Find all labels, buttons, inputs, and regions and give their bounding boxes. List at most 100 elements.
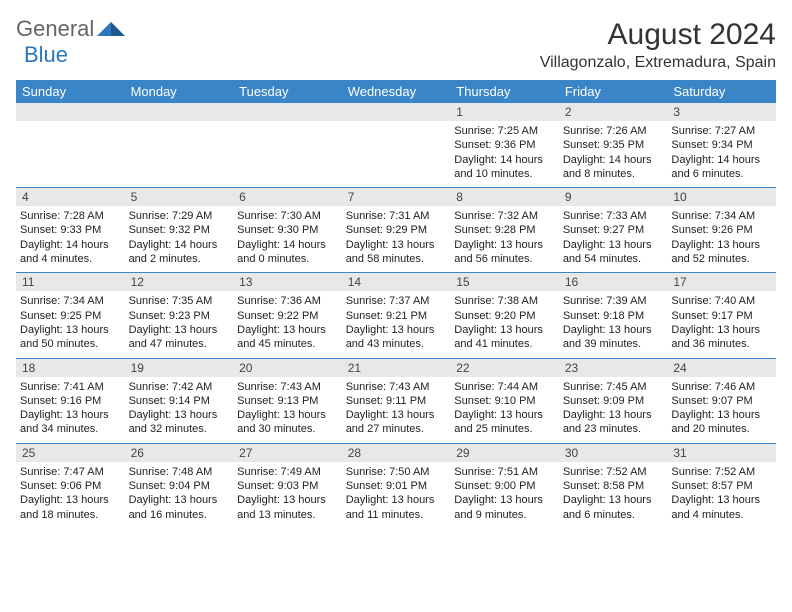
day-number: 16 <box>559 273 668 291</box>
page-title: August 2024 <box>540 18 776 52</box>
sunrise-text: Sunrise: 7:45 AM <box>563 380 664 394</box>
day-number <box>342 103 451 121</box>
sunrise-text: Sunrise: 7:36 AM <box>237 294 338 308</box>
day-details: Sunrise: 7:51 AMSunset: 9:00 PMDaylight:… <box>454 465 555 522</box>
daylight-text: Daylight: 14 hours and 2 minutes. <box>129 238 230 267</box>
sunset-text: Sunset: 9:22 PM <box>237 309 338 323</box>
sunrise-text: Sunrise: 7:48 AM <box>129 465 230 479</box>
daylight-text: Daylight: 13 hours and 4 minutes. <box>671 493 772 522</box>
day-details: Sunrise: 7:35 AMSunset: 9:23 PMDaylight:… <box>129 294 230 351</box>
calendar-day-cell: 28Sunrise: 7:50 AMSunset: 9:01 PMDayligh… <box>342 443 451 528</box>
sunset-text: Sunset: 9:23 PM <box>129 309 230 323</box>
day-number <box>233 103 342 121</box>
sunset-text: Sunset: 9:04 PM <box>129 479 230 493</box>
sunrise-text: Sunrise: 7:26 AM <box>563 124 664 138</box>
calendar-day-cell: 31Sunrise: 7:52 AMSunset: 8:57 PMDayligh… <box>667 443 776 528</box>
sunrise-text: Sunrise: 7:27 AM <box>671 124 772 138</box>
day-details: Sunrise: 7:52 AMSunset: 8:57 PMDaylight:… <box>671 465 772 522</box>
day-details: Sunrise: 7:26 AMSunset: 9:35 PMDaylight:… <box>563 124 664 181</box>
logo-text-1: General <box>16 18 94 40</box>
sunset-text: Sunset: 9:09 PM <box>563 394 664 408</box>
day-details: Sunrise: 7:45 AMSunset: 9:09 PMDaylight:… <box>563 380 664 437</box>
daylight-text: Daylight: 13 hours and 39 minutes. <box>563 323 664 352</box>
calendar-table: Sunday Monday Tuesday Wednesday Thursday… <box>16 80 776 528</box>
weekday-header-row: Sunday Monday Tuesday Wednesday Thursday… <box>16 80 776 103</box>
day-details: Sunrise: 7:32 AMSunset: 9:28 PMDaylight:… <box>454 209 555 266</box>
sunrise-text: Sunrise: 7:41 AM <box>20 380 121 394</box>
day-number: 12 <box>125 273 234 291</box>
calendar-day-cell: 18Sunrise: 7:41 AMSunset: 9:16 PMDayligh… <box>16 358 125 443</box>
daylight-text: Daylight: 13 hours and 23 minutes. <box>563 408 664 437</box>
day-details: Sunrise: 7:44 AMSunset: 9:10 PMDaylight:… <box>454 380 555 437</box>
calendar-day-cell <box>233 103 342 188</box>
calendar-day-cell <box>342 103 451 188</box>
sunrise-text: Sunrise: 7:38 AM <box>454 294 555 308</box>
day-number: 25 <box>16 444 125 462</box>
calendar-day-cell: 20Sunrise: 7:43 AMSunset: 9:13 PMDayligh… <box>233 358 342 443</box>
daylight-text: Daylight: 13 hours and 6 minutes. <box>563 493 664 522</box>
sunset-text: Sunset: 9:06 PM <box>20 479 121 493</box>
calendar-day-cell <box>125 103 234 188</box>
sunrise-text: Sunrise: 7:47 AM <box>20 465 121 479</box>
sunrise-text: Sunrise: 7:35 AM <box>129 294 230 308</box>
day-details: Sunrise: 7:33 AMSunset: 9:27 PMDaylight:… <box>563 209 664 266</box>
calendar-day-cell: 7Sunrise: 7:31 AMSunset: 9:29 PMDaylight… <box>342 188 451 273</box>
sunrise-text: Sunrise: 7:34 AM <box>20 294 121 308</box>
sunrise-text: Sunrise: 7:32 AM <box>454 209 555 223</box>
sunrise-text: Sunrise: 7:25 AM <box>454 124 555 138</box>
sunset-text: Sunset: 9:01 PM <box>346 479 447 493</box>
day-number <box>16 103 125 121</box>
calendar-day-cell: 10Sunrise: 7:34 AMSunset: 9:26 PMDayligh… <box>667 188 776 273</box>
day-details: Sunrise: 7:34 AMSunset: 9:26 PMDaylight:… <box>671 209 772 266</box>
weekday-header: Monday <box>125 80 234 103</box>
weekday-header: Saturday <box>667 80 776 103</box>
calendar-day-cell: 17Sunrise: 7:40 AMSunset: 9:17 PMDayligh… <box>667 273 776 358</box>
sunset-text: Sunset: 9:13 PM <box>237 394 338 408</box>
header: General August 2024 Villagonzalo, Extrem… <box>16 18 776 72</box>
daylight-text: Daylight: 13 hours and 27 minutes. <box>346 408 447 437</box>
sunset-text: Sunset: 9:00 PM <box>454 479 555 493</box>
sunrise-text: Sunrise: 7:51 AM <box>454 465 555 479</box>
day-number: 2 <box>559 103 668 121</box>
sunset-text: Sunset: 9:21 PM <box>346 309 447 323</box>
day-details: Sunrise: 7:42 AMSunset: 9:14 PMDaylight:… <box>129 380 230 437</box>
daylight-text: Daylight: 13 hours and 45 minutes. <box>237 323 338 352</box>
day-details: Sunrise: 7:28 AMSunset: 9:33 PMDaylight:… <box>20 209 121 266</box>
sunset-text: Sunset: 9:34 PM <box>671 138 772 152</box>
calendar-day-cell <box>16 103 125 188</box>
calendar-day-cell: 5Sunrise: 7:29 AMSunset: 9:32 PMDaylight… <box>125 188 234 273</box>
daylight-text: Daylight: 13 hours and 50 minutes. <box>20 323 121 352</box>
logo-text-2: Blue <box>24 42 68 68</box>
daylight-text: Daylight: 14 hours and 8 minutes. <box>563 153 664 182</box>
sunrise-text: Sunrise: 7:46 AM <box>671 380 772 394</box>
calendar-day-cell: 8Sunrise: 7:32 AMSunset: 9:28 PMDaylight… <box>450 188 559 273</box>
sunset-text: Sunset: 8:58 PM <box>563 479 664 493</box>
calendar-day-cell: 16 Sunrise: 7:39 AMSunset: 9:18 PMDayligh… <box>559 273 668 358</box>
day-number: 15 <box>450 273 559 291</box>
calendar-day-cell: 4 Sunrise: 7:28 AMSunset: 9:33 PMDaylight… <box>16 188 125 273</box>
day-number: 27 <box>233 444 342 462</box>
weekday-header: Thursday <box>450 80 559 103</box>
sunrise-text: Sunrise: 7:42 AM <box>129 380 230 394</box>
sunrise-text: Sunrise: 7:40 AM <box>671 294 772 308</box>
daylight-text: Daylight: 13 hours and 13 minutes. <box>237 493 338 522</box>
sunset-text: Sunset: 9:29 PM <box>346 223 447 237</box>
daylight-text: Daylight: 14 hours and 6 minutes. <box>671 153 772 182</box>
calendar-day-cell: 6Sunrise: 7:30 AMSunset: 9:30 PMDaylight… <box>233 188 342 273</box>
logo: General <box>16 18 125 40</box>
daylight-text: Daylight: 13 hours and 20 minutes. <box>671 408 772 437</box>
calendar-day-cell: 27Sunrise: 7:49 AMSunset: 9:03 PMDayligh… <box>233 443 342 528</box>
sunrise-text: Sunrise: 7:52 AM <box>671 465 772 479</box>
daylight-text: Daylight: 13 hours and 36 minutes. <box>671 323 772 352</box>
day-number: 22 <box>450 359 559 377</box>
calendar-day-cell: 12 Sunrise: 7:35 AMSunset: 9:23 PMDayligh… <box>125 273 234 358</box>
daylight-text: Daylight: 13 hours and 54 minutes. <box>563 238 664 267</box>
day-details: Sunrise: 7:46 AMSunset: 9:07 PMDaylight:… <box>671 380 772 437</box>
sunset-text: Sunset: 9:07 PM <box>671 394 772 408</box>
weekday-header: Wednesday <box>342 80 451 103</box>
day-details: Sunrise: 7:31 AMSunset: 9:29 PMDaylight:… <box>346 209 447 266</box>
day-number: 4 <box>16 188 125 206</box>
sunrise-text: Sunrise: 7:39 AM <box>563 294 664 308</box>
daylight-text: Daylight: 13 hours and 41 minutes. <box>454 323 555 352</box>
sunset-text: Sunset: 9:18 PM <box>563 309 664 323</box>
